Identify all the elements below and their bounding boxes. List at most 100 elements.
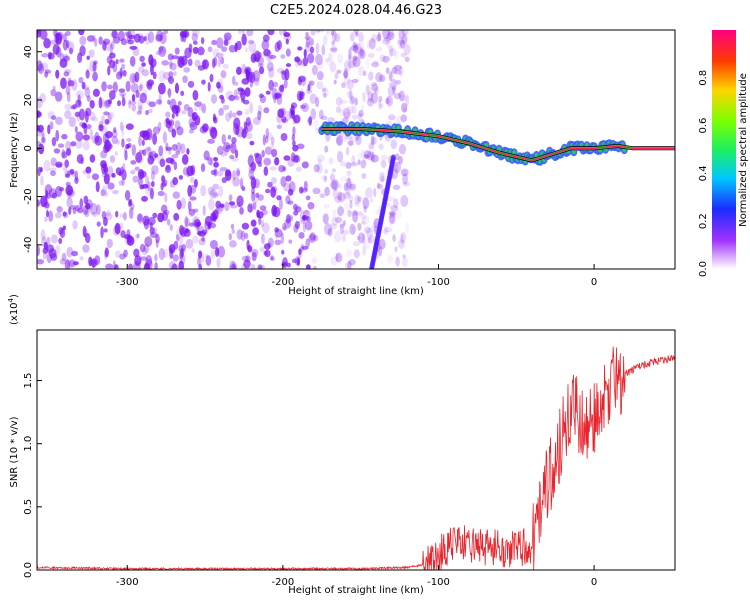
heatmap-cell bbox=[119, 213, 124, 218]
heatmap-cell bbox=[382, 30, 391, 40]
heatmap-cell bbox=[274, 92, 282, 99]
heatmap-cell bbox=[216, 247, 220, 255]
heatmap-cell bbox=[362, 232, 366, 245]
heatmap-cell bbox=[98, 96, 103, 109]
heatmap-cell bbox=[257, 52, 262, 58]
heatmap-cell bbox=[357, 196, 362, 203]
heatmap-cell bbox=[144, 147, 151, 152]
heatmap-cell bbox=[230, 142, 237, 154]
heatmap-cell bbox=[244, 47, 249, 53]
heatmap-cell bbox=[220, 56, 225, 65]
heatmap-cell bbox=[241, 222, 250, 230]
heatmap-cell bbox=[376, 33, 382, 42]
heatmap-cell bbox=[268, 54, 277, 59]
heatmap-cell bbox=[190, 184, 197, 194]
heatmap-cell bbox=[346, 90, 352, 98]
heatmap-cell bbox=[112, 81, 118, 93]
heatmap-cell bbox=[177, 55, 183, 61]
snr-x-tick-label: -300 bbox=[116, 577, 139, 588]
heatmap-cell bbox=[228, 201, 236, 206]
heatmap-cell bbox=[309, 232, 316, 241]
heatmap-cell bbox=[280, 54, 286, 59]
heatmap-cell bbox=[54, 32, 62, 45]
heatmap-cell bbox=[343, 112, 351, 120]
heatmap-cell bbox=[155, 234, 160, 244]
heatmap-cell bbox=[273, 93, 277, 104]
heatmap-cell bbox=[267, 181, 273, 188]
heatmap-cell bbox=[343, 76, 351, 85]
heatmap-cell bbox=[209, 160, 213, 166]
heatmap-cell bbox=[148, 151, 154, 158]
heatmap-cell bbox=[274, 239, 282, 246]
heatmap-cell bbox=[167, 88, 172, 96]
trend-line bbox=[321, 128, 675, 162]
heatmap-cell bbox=[109, 155, 116, 163]
heatmap-cell bbox=[59, 187, 65, 192]
heatmap-cell bbox=[263, 166, 269, 176]
snr-x-ticks: -300 -200 -100 0 bbox=[116, 565, 597, 588]
heatmap-cell bbox=[167, 53, 174, 61]
heatmap-cell bbox=[267, 30, 275, 36]
heatmap-cell bbox=[305, 264, 311, 269]
heatmap-cell bbox=[403, 44, 411, 55]
heatmap-cell bbox=[100, 226, 104, 239]
heatmap-cell bbox=[317, 71, 324, 81]
heatmap-cell bbox=[131, 104, 137, 112]
heatmap-cell bbox=[158, 45, 167, 54]
heatmap-cell bbox=[119, 222, 124, 230]
heatmap-cell bbox=[274, 157, 280, 166]
heatmap-cell bbox=[220, 203, 225, 208]
heatmap-cell bbox=[203, 150, 210, 161]
heatmap-cell bbox=[121, 63, 126, 70]
heatmap-cell bbox=[390, 67, 396, 75]
heatmap-cell bbox=[241, 33, 247, 46]
heatmap-cell bbox=[351, 114, 359, 120]
heatmap-cell bbox=[147, 31, 155, 44]
heatmap-cell bbox=[270, 186, 276, 198]
heatmap-cell bbox=[296, 257, 301, 266]
heatmap-cell bbox=[231, 260, 236, 269]
heatmap-cell bbox=[380, 159, 387, 169]
heatmap-cell bbox=[129, 207, 134, 220]
heatmap-cell bbox=[185, 238, 194, 249]
heatmap-cell bbox=[233, 117, 241, 129]
heatmap-cell bbox=[210, 127, 218, 140]
heatmap-cell bbox=[62, 33, 68, 42]
heatmap-cell bbox=[103, 216, 108, 227]
heatmap-cell bbox=[239, 177, 244, 190]
heatmap-cell bbox=[66, 91, 71, 103]
heatmap-cell bbox=[246, 30, 254, 37]
heatmap-cell bbox=[374, 59, 379, 65]
heatmap-cell bbox=[175, 234, 180, 242]
heatmap-cell bbox=[332, 188, 338, 199]
heatmap-cell bbox=[53, 30, 58, 37]
heatmap-cell bbox=[79, 256, 84, 261]
colorbar-tick-label: 0.4 bbox=[698, 165, 709, 181]
heatmap-cell bbox=[94, 38, 98, 47]
heatmap-cell bbox=[401, 30, 409, 36]
heatmap-cell bbox=[64, 109, 72, 120]
heatmap-cell bbox=[78, 108, 86, 121]
heatmap-cell bbox=[360, 104, 364, 112]
heatmap-cell bbox=[302, 220, 306, 233]
heatmap-cell bbox=[398, 155, 403, 165]
heatmap-cell bbox=[351, 78, 359, 84]
heatmap-cell bbox=[91, 173, 100, 181]
heatmap-cell bbox=[259, 246, 265, 253]
heatmap-cell bbox=[144, 236, 153, 247]
heatmap-cell bbox=[400, 114, 408, 123]
heatmap-cell bbox=[205, 253, 209, 259]
heatmap-cell bbox=[274, 227, 279, 233]
heatmap-cell bbox=[178, 260, 185, 269]
heatmap-cell bbox=[313, 119, 319, 131]
heatmap-cell bbox=[401, 102, 408, 113]
heatmap-cell bbox=[346, 249, 353, 258]
heatmap-cell bbox=[292, 116, 297, 125]
heatmap-cell bbox=[47, 124, 51, 135]
heatmap-cell bbox=[283, 226, 287, 231]
heatmap-cell bbox=[40, 175, 44, 186]
spectrogram-y-tick-label: -20 bbox=[23, 188, 34, 204]
heatmap-cell bbox=[400, 52, 407, 58]
heatmap-cell bbox=[55, 116, 63, 126]
heatmap-cell bbox=[148, 101, 156, 108]
